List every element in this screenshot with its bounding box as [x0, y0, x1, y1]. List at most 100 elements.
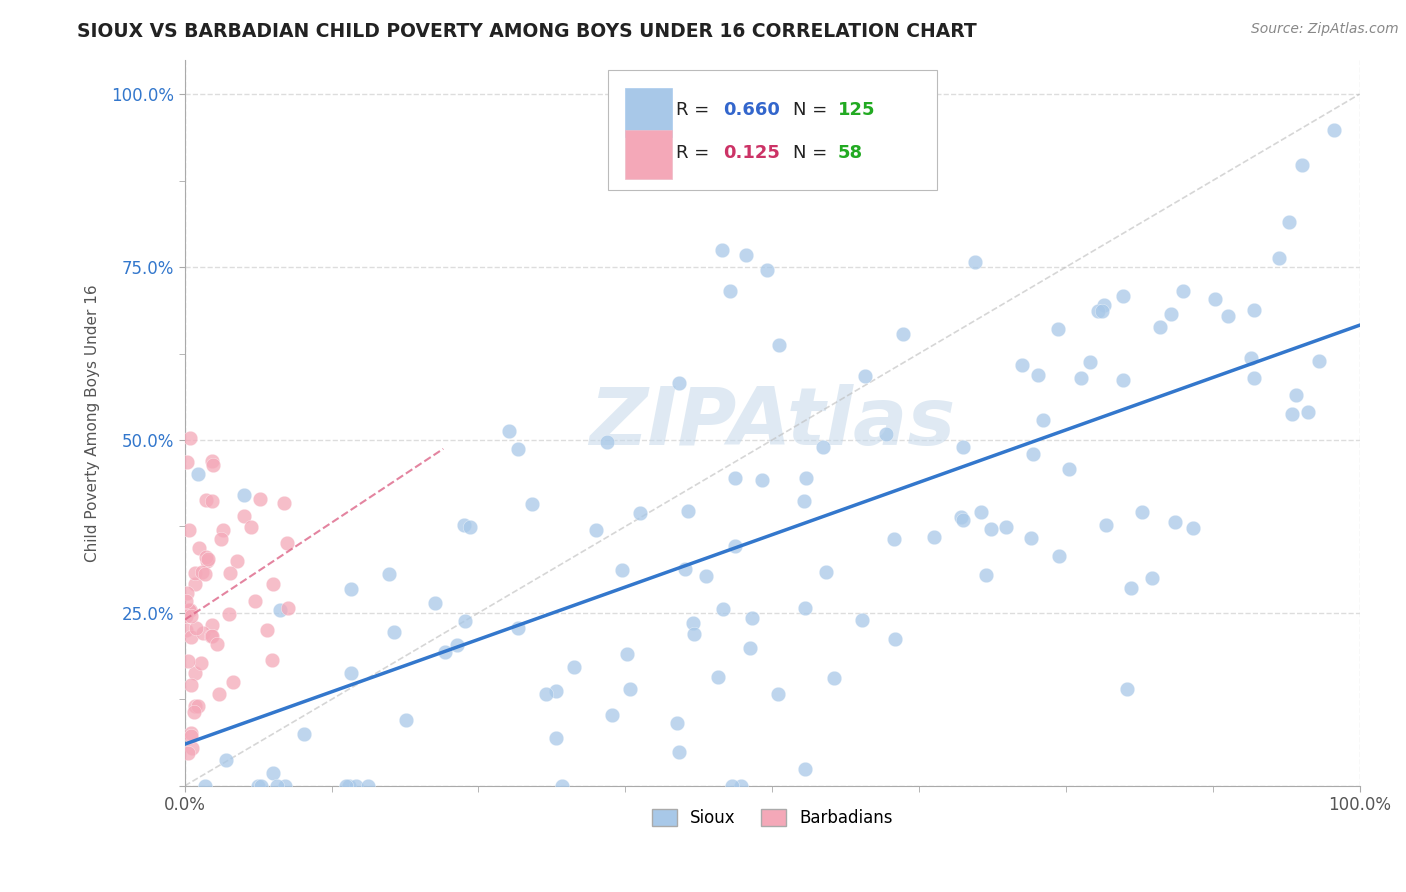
- Point: [976, 568, 998, 582]
- Point: [214, 753, 236, 767]
- Point: [682, 616, 704, 631]
- Point: [610, 563, 633, 577]
- Point: [724, 471, 747, 485]
- Point: [884, 632, 907, 647]
- Point: [1116, 681, 1139, 696]
- Point: [340, 665, 363, 680]
- Point: [357, 779, 380, 793]
- Point: [446, 638, 468, 652]
- Point: [239, 520, 262, 534]
- Point: [453, 517, 475, 532]
- Point: [395, 713, 418, 727]
- Point: [256, 623, 278, 637]
- Point: [508, 442, 530, 456]
- Point: [720, 284, 742, 298]
- Point: [177, 746, 200, 760]
- Point: [176, 455, 198, 469]
- Point: [184, 666, 207, 681]
- Point: [544, 731, 567, 745]
- Point: [344, 779, 367, 793]
- Point: [262, 653, 284, 667]
- Point: [179, 431, 201, 445]
- Point: [201, 629, 224, 643]
- Text: Source: ZipAtlas.com: Source: ZipAtlas.com: [1251, 22, 1399, 37]
- Point: [676, 503, 699, 517]
- Point: [187, 467, 209, 481]
- Point: [1070, 370, 1092, 384]
- Point: [190, 657, 212, 671]
- Point: [232, 487, 254, 501]
- Point: [292, 727, 315, 741]
- Point: [711, 602, 734, 616]
- Point: [665, 716, 688, 731]
- Point: [1173, 284, 1195, 298]
- Point: [208, 687, 231, 701]
- Point: [768, 337, 790, 351]
- Point: [695, 568, 717, 582]
- Point: [458, 520, 481, 534]
- Point: [176, 654, 198, 668]
- Point: [378, 567, 401, 582]
- Point: [952, 440, 974, 454]
- Point: [1164, 515, 1187, 529]
- Point: [1218, 309, 1240, 323]
- Point: [544, 684, 567, 698]
- Text: 58: 58: [838, 144, 863, 161]
- Point: [506, 621, 529, 635]
- Point: [177, 524, 200, 538]
- Point: [1160, 307, 1182, 321]
- Point: [1080, 355, 1102, 369]
- Point: [191, 565, 214, 579]
- Point: [194, 566, 217, 581]
- Point: [711, 244, 734, 258]
- Point: [1323, 122, 1346, 136]
- Point: [179, 603, 201, 617]
- Point: [551, 779, 574, 793]
- Point: [205, 637, 228, 651]
- Point: [1243, 370, 1265, 384]
- Point: [209, 533, 232, 547]
- Point: [1149, 320, 1171, 334]
- Point: [952, 513, 974, 527]
- Point: [200, 494, 222, 508]
- Point: [184, 577, 207, 591]
- Text: 0.660: 0.660: [723, 102, 780, 120]
- Point: [335, 779, 357, 793]
- Point: [245, 594, 267, 608]
- Point: [1112, 373, 1135, 387]
- Point: [266, 779, 288, 793]
- Point: [174, 608, 197, 623]
- Point: [1092, 298, 1115, 312]
- Point: [201, 458, 224, 473]
- Point: [179, 603, 201, 617]
- Point: [562, 659, 585, 673]
- Text: N =: N =: [793, 102, 834, 120]
- Point: [724, 539, 747, 553]
- Point: [249, 491, 271, 506]
- Point: [794, 762, 817, 776]
- Point: [1047, 322, 1070, 336]
- Point: [734, 248, 756, 262]
- Text: ZIPAtlas: ZIPAtlas: [589, 384, 955, 462]
- Point: [337, 779, 360, 793]
- Text: N =: N =: [793, 144, 834, 161]
- Point: [1095, 518, 1118, 533]
- Point: [1057, 462, 1080, 476]
- Point: [183, 705, 205, 719]
- FancyBboxPatch shape: [626, 88, 672, 137]
- Point: [195, 549, 218, 564]
- Point: [534, 687, 557, 701]
- Point: [201, 454, 224, 468]
- Point: [184, 566, 207, 580]
- Point: [1121, 581, 1143, 595]
- Point: [184, 621, 207, 635]
- Point: [1032, 413, 1054, 427]
- Point: [668, 376, 690, 391]
- Point: [741, 610, 763, 624]
- Point: [1278, 215, 1301, 229]
- Point: [339, 582, 361, 596]
- Point: [619, 682, 641, 697]
- Point: [1026, 368, 1049, 382]
- Point: [766, 687, 789, 701]
- Point: [423, 596, 446, 610]
